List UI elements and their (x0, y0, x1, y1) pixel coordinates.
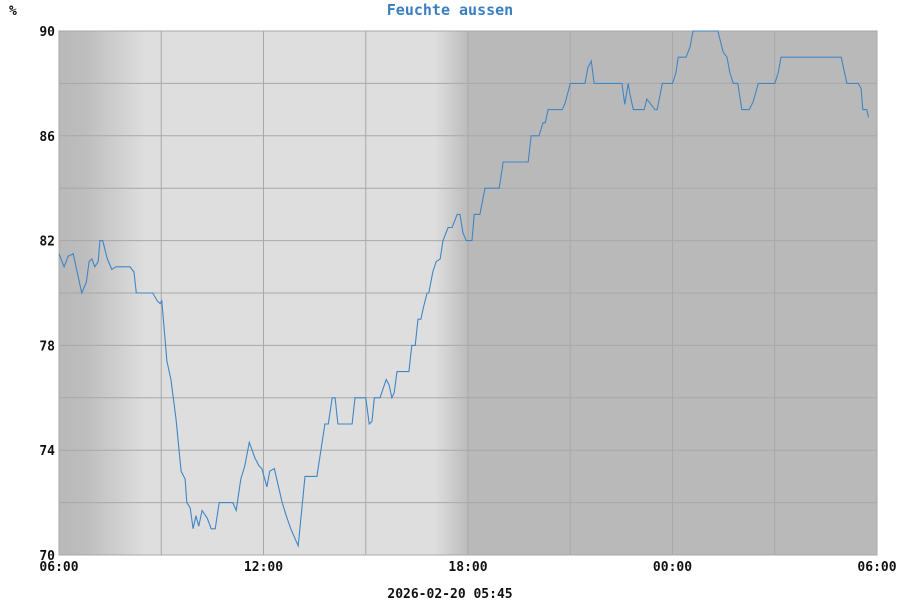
y-tick-label: 78 (39, 339, 55, 354)
x-tick-label: 06:00 (39, 560, 78, 575)
timestamp-footer: 2026-02-20 05:45 (387, 587, 512, 600)
y-tick-label: 74 (39, 444, 55, 459)
y-axis-unit: % (9, 4, 17, 19)
y-tick-label: 86 (39, 130, 55, 145)
x-tick-labels: 06:00 12:00 18:00 00:00 06:00 (39, 560, 896, 575)
y-tick-label: 82 (39, 235, 55, 250)
plot-border (58, 30, 878, 556)
y-tick-labels: 70 74 78 82 86 90 (39, 25, 55, 564)
x-tick-label: 18:00 (448, 560, 487, 575)
y-tick-label: 90 (39, 25, 55, 40)
chart-title: Feuchte aussen (387, 1, 513, 19)
x-tick-label: 06:00 (857, 560, 896, 575)
series-line (58, 30, 870, 548)
x-tick-label: 12:00 (244, 560, 283, 575)
x-tick-label: 00:00 (653, 560, 692, 575)
y-tick-label: 70 (39, 549, 55, 564)
